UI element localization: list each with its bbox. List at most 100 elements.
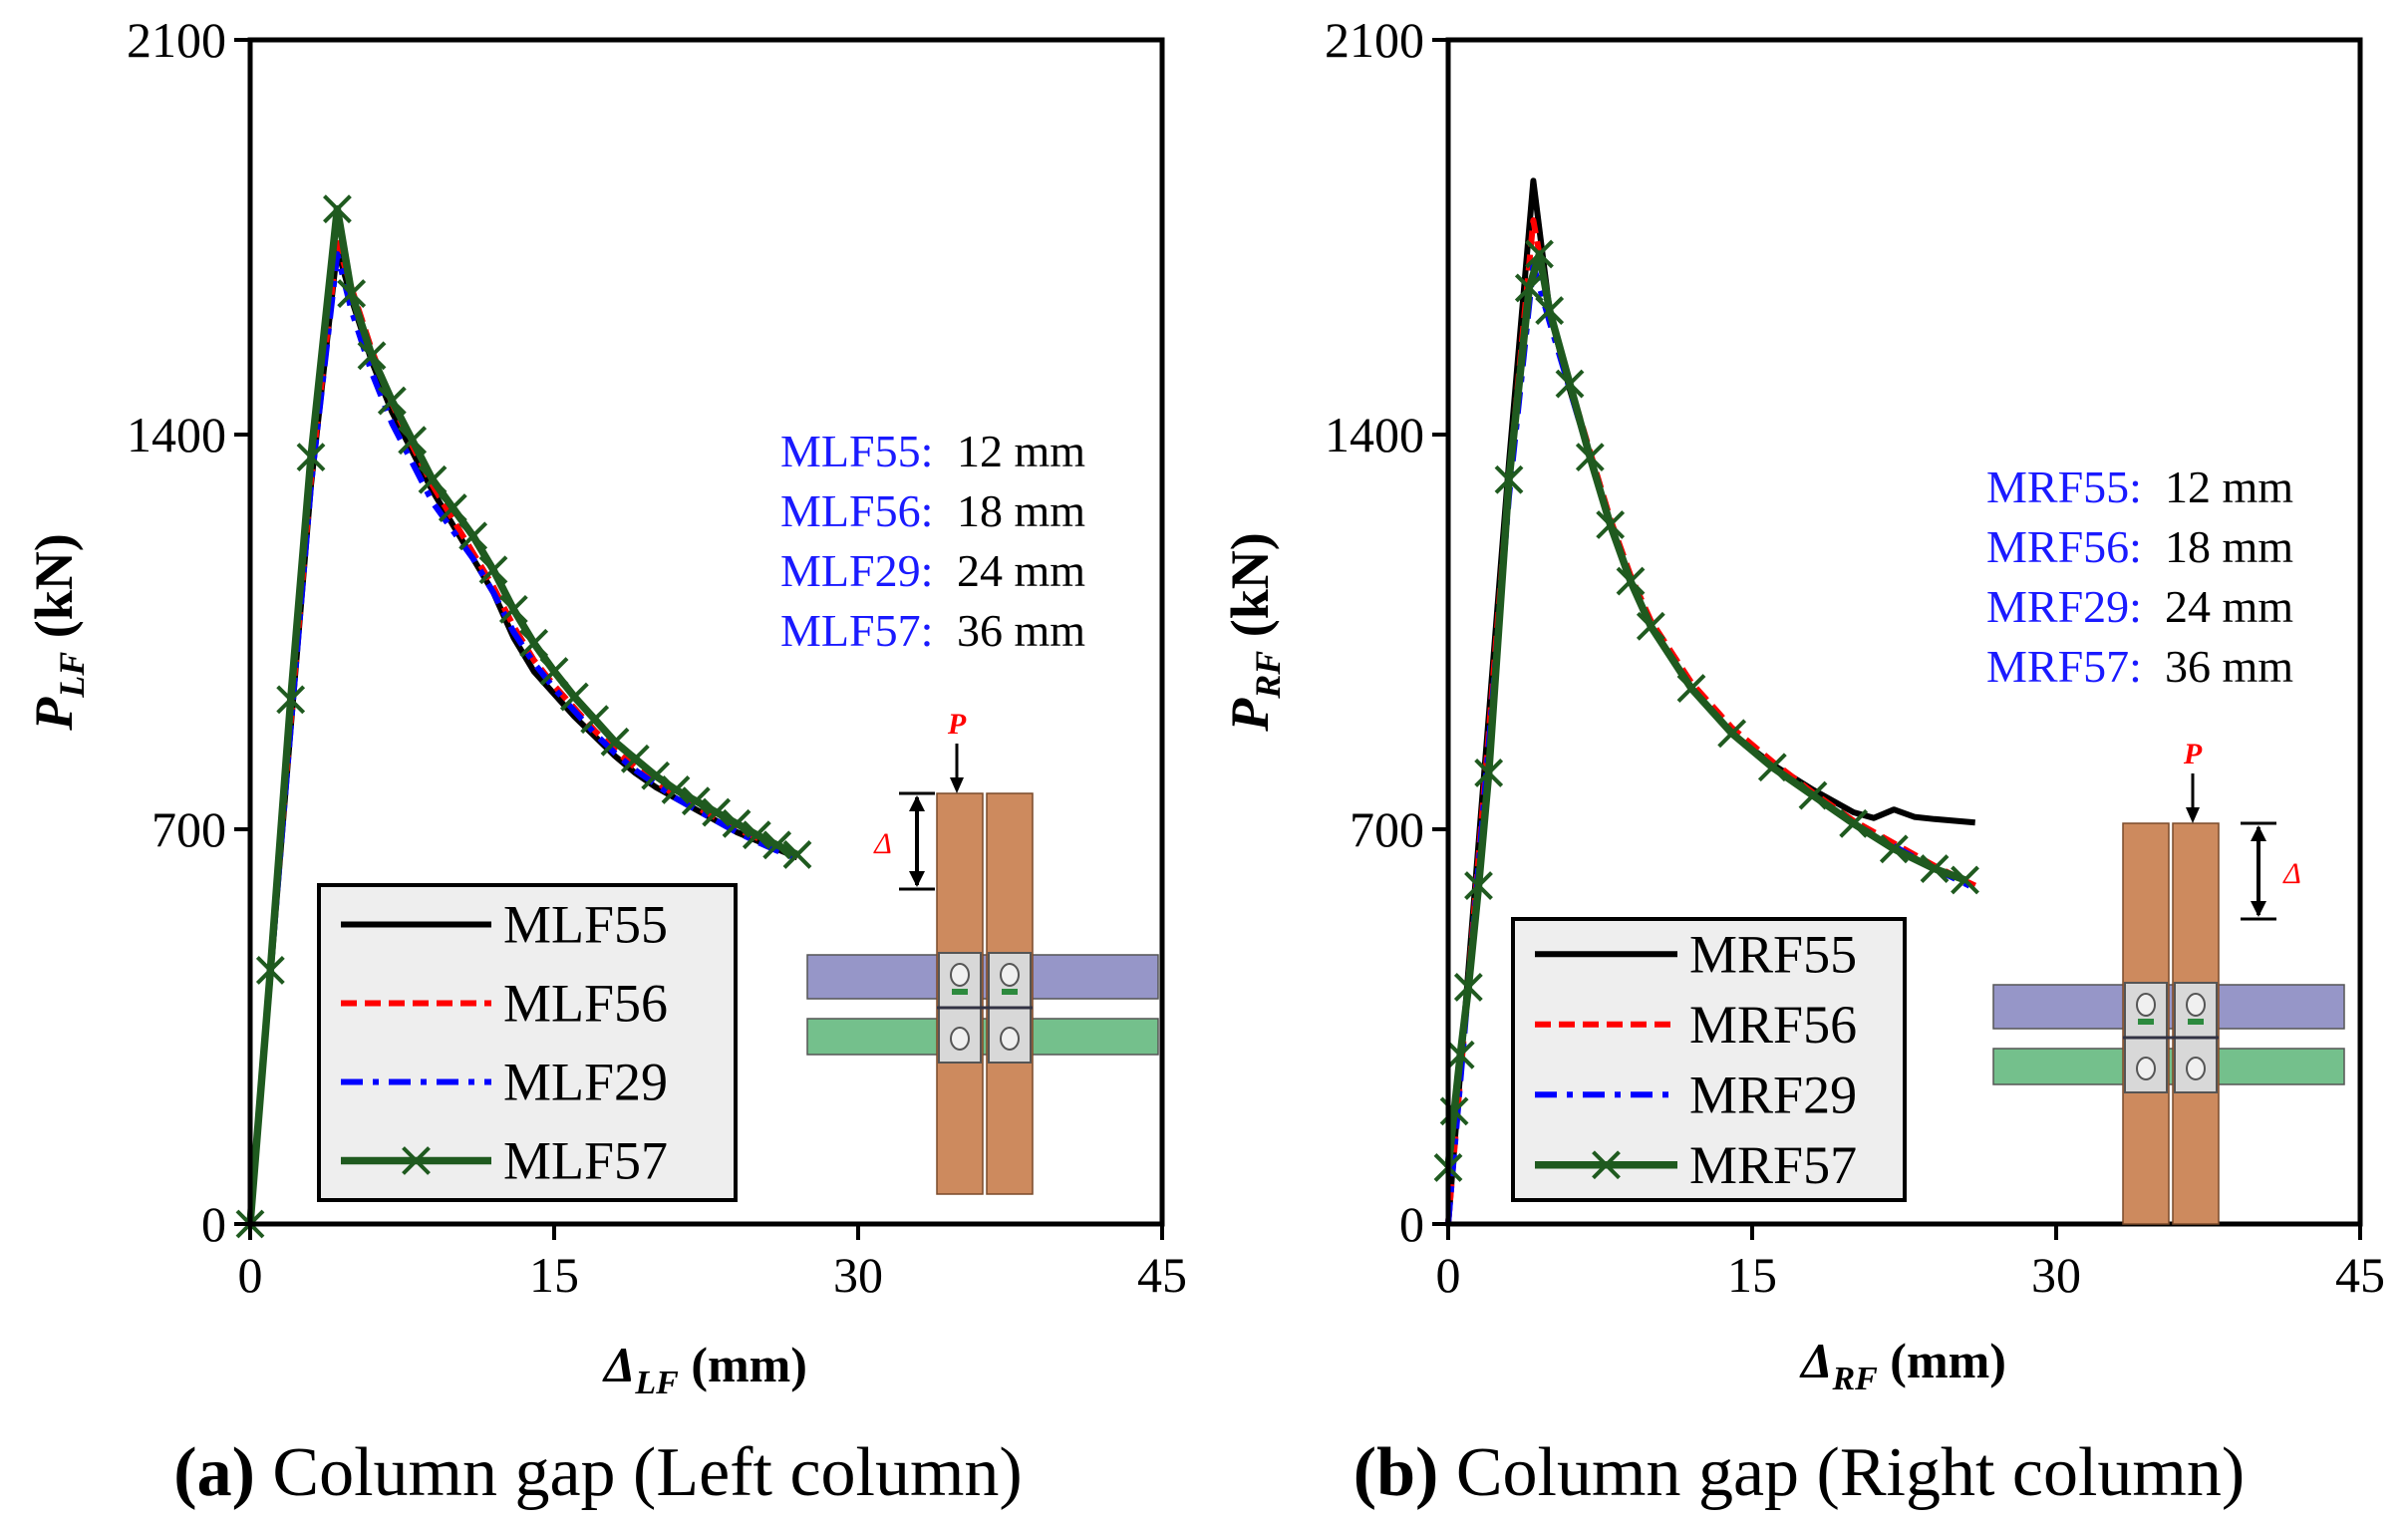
annotation-label: MRF57: bbox=[1986, 641, 2142, 692]
gap-annotations-left: MLF55: 12 mm MLF56: 18 mm MLF29: 24 mm MLF57… bbox=[780, 426, 1085, 656]
data-point-marker bbox=[1616, 566, 1646, 596]
inset-bolt-hole bbox=[950, 1027, 970, 1051]
y-tick-label: 0 bbox=[1399, 1196, 1424, 1252]
data-point-marker bbox=[1920, 854, 1950, 884]
data-point-marker bbox=[782, 840, 812, 869]
data-point-marker bbox=[255, 956, 285, 985]
inset-load-label: P bbox=[2183, 738, 2203, 770]
plot-frame-left bbox=[247, 37, 1165, 1227]
inset-weld-mark bbox=[1002, 989, 1018, 995]
annotation-value: 24 mm bbox=[2165, 581, 2293, 632]
y-tick-label: 1400 bbox=[127, 407, 226, 462]
data-point-marker bbox=[337, 279, 367, 308]
x-axis-label-right: ΔRF (mm) bbox=[1799, 1333, 2006, 1397]
annotation-label: MRF55: bbox=[1986, 461, 2142, 512]
y-axis-label-left: PLF (kN) bbox=[24, 533, 92, 732]
y-tick-label: 2100 bbox=[1325, 12, 1424, 68]
y-tick-label: 0 bbox=[201, 1196, 226, 1252]
annotation-value: 18 mm bbox=[2165, 521, 2293, 572]
legend-label-mlf29: MLF29 bbox=[503, 1053, 668, 1112]
series-mlf29 bbox=[247, 251, 799, 1225]
annotation-label: MRF56: bbox=[1986, 521, 2142, 572]
inset-bolt-hole bbox=[2136, 993, 2156, 1017]
data-point-marker bbox=[1717, 719, 1747, 749]
inset-bolt-hole bbox=[2186, 1057, 2206, 1080]
data-point-marker bbox=[620, 744, 650, 773]
x-tick-label: 30 bbox=[833, 1247, 883, 1303]
data-point-marker bbox=[1525, 239, 1554, 269]
series-line-mlf57 bbox=[246, 204, 799, 1225]
data-point-marker bbox=[519, 628, 549, 658]
data-point-marker bbox=[498, 594, 528, 624]
annotation-value: 12 mm bbox=[957, 426, 1085, 476]
annotation-label: MLF55: bbox=[780, 426, 933, 476]
data-point-marker bbox=[357, 341, 387, 371]
data-point-marker bbox=[681, 786, 711, 816]
plot-content-right bbox=[1433, 177, 1979, 1225]
annotation-label: MLF29: bbox=[780, 545, 933, 596]
inset-displacement-label: Δ bbox=[2282, 857, 2301, 890]
data-point-marker bbox=[722, 808, 752, 838]
y-tick-labels-right: 0 700 1400 2100 bbox=[1325, 12, 1448, 1252]
data-point-marker bbox=[600, 727, 630, 757]
annotation-value: 12 mm bbox=[2165, 461, 2293, 512]
legend-label-mlf57: MLF57 bbox=[503, 1131, 668, 1191]
data-point-marker bbox=[1494, 464, 1524, 494]
data-point-marker bbox=[1951, 865, 1979, 895]
inset-bolt-hole bbox=[2186, 993, 2206, 1017]
y-tick-labels-left: 0 700 1400 2100 bbox=[127, 12, 250, 1252]
data-point-marker bbox=[1474, 759, 1504, 787]
y-tick-label: 1400 bbox=[1325, 407, 1424, 462]
data-point-marker bbox=[323, 194, 352, 224]
legend-left: MLF55 MLF56 MLF29 MLF57 bbox=[317, 883, 738, 1202]
legend-label-mrf55: MRF55 bbox=[1689, 924, 1857, 984]
data-point-marker bbox=[1464, 871, 1493, 900]
data-point-marker bbox=[478, 555, 508, 585]
annotation-label: MLF56: bbox=[780, 485, 933, 536]
annotation-label: MLF57: bbox=[780, 605, 933, 656]
plot-frame-right bbox=[1445, 37, 2363, 1227]
inset-load-label: P bbox=[947, 708, 967, 741]
data-point-marker bbox=[398, 426, 428, 456]
data-point-marker bbox=[641, 761, 671, 790]
y-tick-label: 2100 bbox=[127, 12, 226, 68]
data-point-marker bbox=[539, 657, 569, 687]
caption-right: (b) Column gap (Right column) bbox=[1354, 1434, 2245, 1511]
data-point-marker bbox=[1555, 369, 1585, 399]
annotation-value: 24 mm bbox=[957, 545, 1085, 596]
plot-content-left bbox=[235, 194, 812, 1239]
data-point-marker bbox=[661, 774, 691, 804]
data-point-marker bbox=[1596, 510, 1626, 539]
legend-box bbox=[1511, 917, 1907, 1202]
inset-load-arrowhead bbox=[2186, 807, 2200, 823]
data-point-marker bbox=[458, 521, 488, 551]
x-tick-label: 30 bbox=[2031, 1247, 2081, 1303]
data-point-marker bbox=[276, 685, 306, 715]
data-point-marker bbox=[418, 464, 448, 494]
legend-label-mrf29: MRF29 bbox=[1689, 1065, 1857, 1124]
x-tick-label: 0 bbox=[1436, 1247, 1461, 1303]
inset-connection-diagram-left: PΔ bbox=[806, 708, 1159, 1195]
x-tick-labels-left: 0 15 30 45 bbox=[238, 1224, 1187, 1303]
annotation-value: 36 mm bbox=[957, 605, 1085, 656]
legend-marker bbox=[402, 1146, 431, 1175]
inset-bolt-hole bbox=[1000, 1027, 1020, 1051]
data-point-marker bbox=[1839, 808, 1869, 838]
data-point-marker bbox=[1636, 611, 1665, 641]
inset-bolt-hole bbox=[950, 963, 970, 987]
chart-panel-left: 0 15 30 45 0 700 1400 2100 PLF (kN) ΔLF (mm) (… bbox=[24, 12, 1187, 1511]
data-point-marker bbox=[1445, 1040, 1475, 1069]
data-point-marker bbox=[742, 820, 771, 850]
x-tick-label: 15 bbox=[529, 1247, 579, 1303]
caption-left: (a) Column gap (Left column) bbox=[173, 1434, 1022, 1511]
annotation-value: 18 mm bbox=[957, 485, 1085, 536]
inset-bolt-hole bbox=[2136, 1057, 2156, 1080]
data-point-marker bbox=[1879, 834, 1909, 864]
x-tick-label: 0 bbox=[238, 1247, 263, 1303]
legend-box bbox=[317, 883, 738, 1202]
legend-label-mrf56: MRF56 bbox=[1689, 995, 1857, 1055]
data-point-marker bbox=[1757, 753, 1787, 782]
x-tick-labels-right: 0 15 30 45 bbox=[1436, 1224, 2385, 1303]
series-line-mlf29 bbox=[247, 251, 799, 1225]
